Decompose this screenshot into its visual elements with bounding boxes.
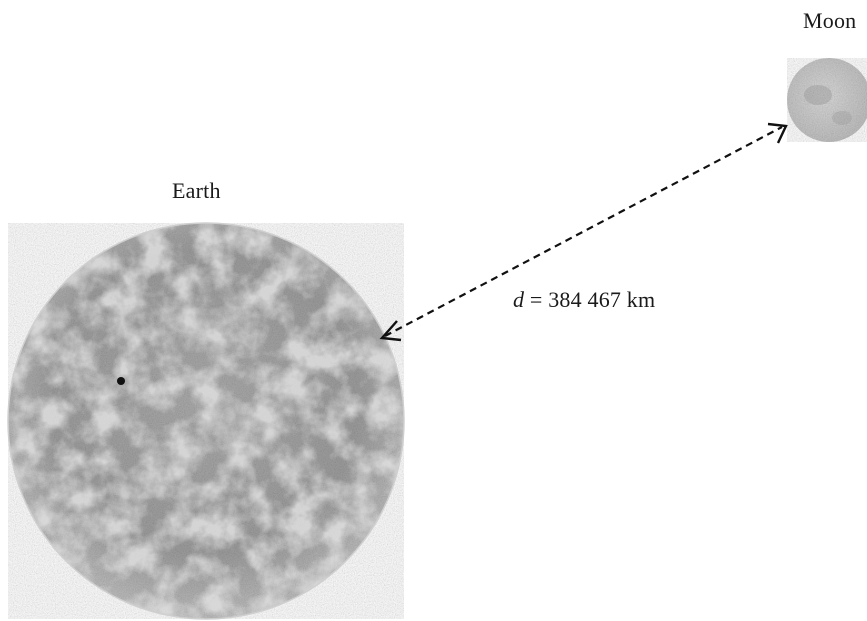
earth-label: Earth: [172, 178, 221, 203]
distance-value: = 384 467 km: [524, 287, 656, 312]
distance-variable: d: [513, 287, 525, 312]
moon-label: Moon: [803, 8, 857, 33]
arrowhead-earth: [379, 320, 402, 342]
distance-label: d = 384 467 km: [513, 287, 655, 313]
moon-globe: [787, 58, 867, 142]
arrowhead-moon: [767, 122, 788, 144]
earth-globe: [7, 222, 405, 620]
distance-arrow: [379, 122, 788, 342]
location-dot: [117, 377, 125, 385]
